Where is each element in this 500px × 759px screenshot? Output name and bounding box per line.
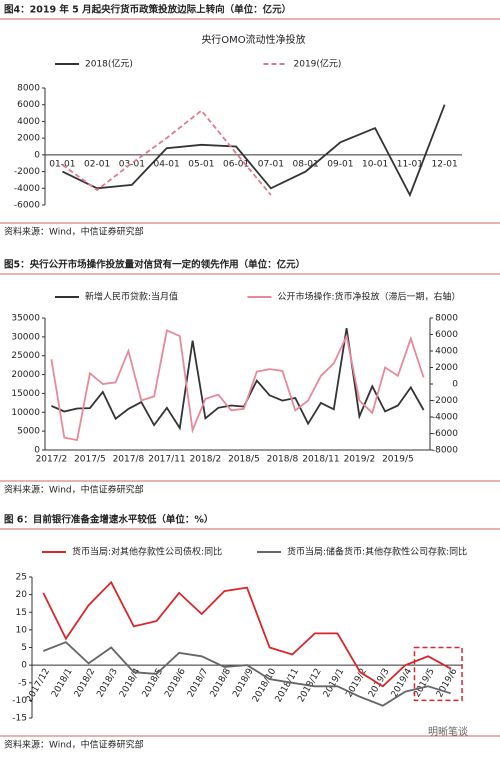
legend-label: 2019(亿元) (294, 58, 342, 70)
x-tick-label: 2017/11 (148, 455, 185, 465)
y-tick-label: 5 (21, 643, 27, 653)
legend-label: 货币当局:对其他存款性公司债权:同比 (72, 546, 222, 558)
x-tick-label: 2018/2 (73, 667, 97, 699)
legend-label: 公开市场操作:货币净投放（滞后一期，右轴） (278, 291, 461, 303)
y-tick-label: 5000 (17, 427, 40, 437)
y-tick-label: 0 (21, 661, 27, 671)
series-line (62, 104, 446, 198)
x-tick-label: 2018/9 (231, 667, 256, 700)
caption: 图4：2019 年 5 月起央行货币政策投放边际上转向（单位：亿元） (4, 4, 291, 16)
y-tick-label: 4000 (17, 117, 40, 127)
x-tick-label: 2019/5 (412, 667, 436, 699)
source: 资料来源：Wind，中信证券研究部 (4, 739, 144, 751)
x-tick-label: 2018/8 (267, 455, 299, 465)
x-tick-label: 2018/5 (141, 667, 165, 699)
y-tick-label: 20000 (11, 370, 40, 380)
x-tick-label: 06-01 (223, 159, 249, 169)
y-tick-label: 15000 (11, 389, 40, 399)
legend-label: 新增人民币贷款:当月值 (85, 291, 178, 303)
y-tick-label: -6000 (14, 201, 40, 211)
x-tick-label: 09-01 (327, 159, 353, 169)
y-tick-label: 10 (16, 625, 28, 635)
x-tick-label: 07-01 (258, 159, 284, 169)
caption: 图5：央行公开市场操作投放量对信贷有一定的领先作用（单位：亿元） (4, 259, 305, 271)
x-tick-label: 02-01 (84, 159, 110, 169)
x-tick-label: 01-01 (49, 159, 75, 169)
x-tick-label: 2018/4 (118, 667, 143, 700)
y2-tick-label: -2000 (432, 396, 458, 406)
x-tick-label: 2019/1 (322, 667, 346, 699)
y2-tick-label: -8000 (432, 446, 458, 456)
x-tick-label: 2018/2 (190, 455, 222, 465)
legend-label: 货币当局:储备货币:其他存款性公司存款:同比 (287, 546, 467, 558)
y2-tick-label: -4000 (432, 413, 458, 423)
x-tick-label: 10-01 (362, 159, 388, 169)
y-tick-label: 15 (16, 608, 27, 618)
y2-tick-label: 0 (452, 380, 458, 390)
y-tick-label: 20 (16, 590, 28, 600)
x-tick-label: 2017/5 (74, 455, 106, 465)
x-tick-label: 2018/7 (186, 667, 210, 699)
y-tick-label: -5 (18, 678, 27, 688)
y2-tick-label: 2000 (435, 363, 458, 373)
y2-tick-label: 4000 (435, 347, 458, 357)
y-tick-label: 25 (16, 573, 27, 583)
series-line (50, 329, 425, 442)
x-tick-label: 2017/2 (36, 455, 68, 465)
y-tick-label: 25000 (11, 351, 40, 361)
source: 资料来源：Wind，中信证券研究部 (4, 226, 144, 238)
x-tick-label: 2019/2 (344, 455, 376, 465)
x-tick-label: 2019/5 (382, 455, 414, 465)
x-tick-label: 2017/8 (113, 455, 145, 465)
y-tick-label: -4000 (14, 184, 40, 194)
y-tick-label: -2000 (14, 167, 40, 177)
x-tick-label: 11-01 (397, 159, 423, 169)
y-tick-label: 0 (34, 150, 40, 160)
series-line (61, 109, 272, 196)
y-tick-label: 35000 (11, 314, 40, 324)
y-tick-label: 6000 (17, 100, 40, 110)
legend-label: 2018(亿元) (85, 58, 133, 70)
x-tick-label: 04-01 (154, 159, 180, 169)
source: 资料来源：Wind，中信证券研究部 (4, 484, 144, 496)
y-tick-label: 30000 (11, 332, 40, 342)
x-tick-label: 2017/12 (25, 667, 52, 704)
x-tick-label: 2018/6 (163, 667, 188, 700)
caption: 图 6：目前银行准备金增速水平较低（单位：%） (4, 514, 213, 526)
y-tick-label: -10 (12, 696, 27, 706)
y-tick-label: -15 (12, 714, 27, 724)
highlight-box (413, 646, 463, 702)
x-tick-label: 12-01 (432, 159, 458, 169)
x-tick-label: 2018/3 (95, 667, 119, 699)
y2-tick-label: 6000 (435, 330, 458, 340)
x-tick-label: 2018/1 (50, 667, 74, 699)
x-tick-label: 05-01 (188, 159, 214, 169)
y-tick-label: 10000 (11, 408, 40, 418)
x-tick-label: 08-01 (293, 159, 319, 169)
y-tick-label: 8000 (17, 84, 40, 94)
series-line (42, 641, 451, 707)
y2-tick-label: -6000 (432, 429, 458, 439)
x-tick-label: 2018/8 (209, 667, 234, 700)
x-tick-label: 03-01 (119, 159, 145, 169)
chart-title: 央行OMO流动性净投放 (201, 33, 305, 46)
series-line (42, 580, 452, 688)
y-tick-label: 2000 (17, 134, 40, 144)
y-tick-label: 0 (34, 446, 40, 456)
x-tick-label: 2018/5 (228, 455, 260, 465)
series-line (51, 328, 425, 431)
x-tick-label: 2019/6 (435, 667, 460, 700)
watermark: 明晰笔谈 (428, 725, 468, 738)
y2-tick-label: 8000 (435, 314, 458, 324)
x-tick-label: 2018/11 (302, 455, 339, 465)
